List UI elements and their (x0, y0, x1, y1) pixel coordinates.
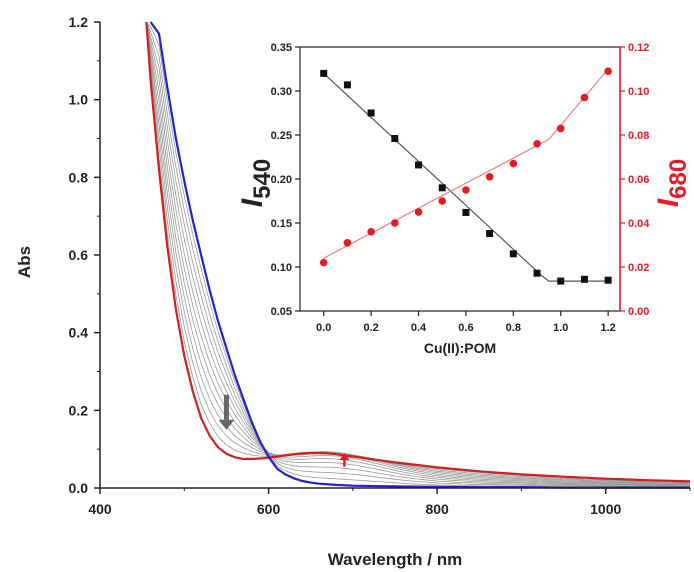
inset-x-ticks: 0.0 0.2 0.4 0.6 0.8 1.0 1.2 (316, 311, 616, 334)
inset-left-tick-label: 0.10 (271, 262, 292, 274)
inset-right-tick-label: 0.02 (628, 262, 649, 274)
i680-fit-line (323, 68, 609, 259)
i540-data-point (462, 208, 470, 216)
inset-x-axis-title: Cu(II):POM (424, 340, 496, 356)
inset-right-tick-label: 0.04 (628, 218, 650, 230)
i680-data-point (367, 228, 375, 236)
inset-right-tick-label: 0.12 (628, 42, 649, 54)
main-x-tick-label: 400 (88, 501, 112, 517)
main-y-tick-label: 0.4 (69, 325, 89, 341)
inset-right-tick-label: 0.10 (628, 86, 649, 98)
i680-data-point (462, 186, 470, 194)
main-y-tick-label: 1.2 (69, 14, 89, 30)
inset-right-tick-label: 0.06 (628, 174, 649, 186)
increase-arrow-shaft (343, 460, 346, 467)
inset-left-tick-label: 0.35 (271, 42, 292, 54)
i680-data-point (580, 93, 589, 102)
intermediate-spectrum-line (146, 21, 691, 487)
inset-x-tick-label: 0.0 (316, 322, 331, 334)
inset-left-y-ticks: 0.05 0.10 0.15 0.20 0.25 0.30 0.35 (271, 42, 300, 318)
i680-data-point (343, 239, 352, 247)
inset-right-axis-title: I680 (652, 159, 692, 207)
i680-data-point (319, 258, 328, 267)
inset-x-tick-label: 0.8 (506, 322, 521, 334)
i540-data-point (509, 250, 517, 258)
i540-data-point (557, 277, 565, 285)
inset-x-tick-label: 0.6 (458, 322, 473, 334)
inset-left-tick-label: 0.20 (271, 174, 292, 186)
main-y-tick-label: 1.0 (69, 92, 89, 108)
decrease-arrow-shaft (223, 394, 229, 420)
increase-arrow-head (339, 453, 350, 461)
i540-data-point (486, 230, 494, 238)
main-y-tick-label: 0.2 (69, 402, 89, 418)
intermediate-spectrum-line (146, 21, 690, 486)
i680-data-point (414, 208, 423, 216)
inset-left-axis-title: I540 (236, 159, 276, 207)
i540-data-point (391, 135, 399, 143)
inset-points (319, 67, 612, 285)
i680-data-point (556, 124, 565, 133)
final-spectrum-line (145, 21, 691, 483)
decrease-arrow-head (218, 419, 235, 430)
i540-data-point (343, 81, 351, 89)
i540-data-point (438, 184, 446, 192)
main-y-tick-label: 0.6 (69, 247, 89, 263)
main-annotations-group (218, 394, 350, 467)
i680-data-point (438, 197, 447, 205)
intermediate-spectrum-line (146, 21, 691, 484)
inset-left-tick-label: 0.25 (271, 130, 292, 142)
inset-left-tick-label: 0.05 (271, 306, 292, 318)
i680-data-point (604, 67, 612, 75)
i540-data-point (415, 161, 423, 169)
intermediate-spectrum-line (146, 21, 690, 487)
inset-x-tick-label: 1.0 (553, 322, 568, 334)
i540-fit-line (323, 72, 609, 282)
intermediate-spectrum-line (146, 21, 691, 485)
i680-data-point (533, 140, 541, 148)
main-x-ticks: 400 600 800 1000 (88, 488, 691, 517)
i540-data-point (320, 69, 328, 77)
main-y-axis-title: Abs (15, 246, 34, 278)
inset-right-tick-label: 0.00 (628, 306, 649, 318)
i680-data-point (485, 173, 494, 181)
i540-data-point (580, 275, 588, 283)
inset-x-tick-label: 0.4 (411, 322, 427, 334)
main-y-ticks: 0.0 0.2 0.4 0.6 0.8 1.0 1.2 (69, 14, 100, 496)
main-x-axis-title: Wavelength / nm (328, 550, 462, 569)
inset-right-tick-label: 0.08 (628, 130, 649, 142)
inset-x-tick-label: 1.2 (600, 322, 615, 334)
intermediate-spectrum-line (146, 21, 691, 483)
inset-right-y-ticks: 0.00 0.02 0.04 0.06 0.08 0.10 0.12 (620, 42, 650, 318)
inset-left-tick-label: 0.30 (271, 86, 292, 98)
i540-data-point (604, 276, 612, 284)
main-x-tick-label: 1000 (590, 501, 621, 517)
i680-data-point (391, 219, 399, 227)
main-curves-group (145, 21, 691, 489)
main-y-tick-label: 0.8 (69, 169, 89, 185)
inset-x-tick-label: 0.2 (363, 322, 378, 334)
initial-spectrum-line (149, 21, 690, 489)
inset-plot: 0.0 0.2 0.4 0.6 0.8 1.0 1.2 0.050.100.150.200.… (236, 42, 692, 356)
intermediate-spectrum-line (146, 21, 691, 484)
intermediate-spectrum-line (146, 21, 691, 485)
i540-data-point (533, 269, 541, 277)
i540-data-point (367, 109, 375, 117)
inset-fit-lines (323, 68, 609, 282)
main-x-tick-label: 800 (425, 501, 449, 517)
main-y-tick-label: 0.0 (69, 480, 89, 496)
main-plot: 400 600 800 1000 0.0 0.2 0.4 0.6 0.8 1.0 1.2 Wave… (15, 14, 691, 569)
main-x-tick-label: 600 (257, 501, 281, 517)
inset-left-tick-label: 0.15 (271, 218, 292, 230)
intermediate-spectrum-line (146, 21, 690, 486)
i680-data-point (509, 159, 518, 168)
